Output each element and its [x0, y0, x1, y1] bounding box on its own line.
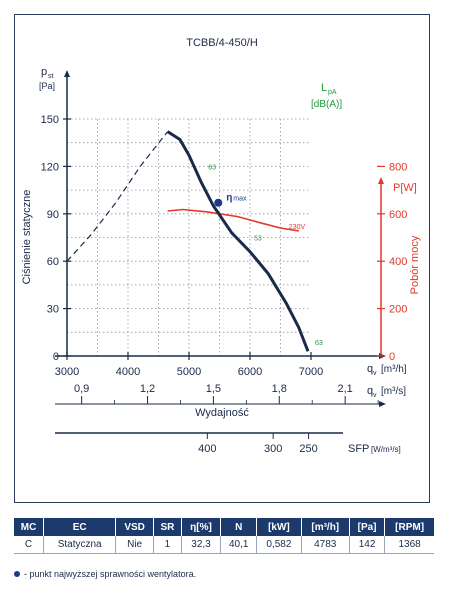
cell-ec: Statyczna: [43, 536, 117, 554]
sfp-label: SFP: [348, 443, 369, 455]
best-point-label-sub: max: [233, 196, 247, 203]
sfp-tick-label: 300: [264, 443, 282, 455]
col-mc: MC: [14, 518, 45, 536]
cell-vsd: Nie: [115, 536, 154, 554]
x-axis-symbol: q: [367, 363, 373, 375]
col-rpm: [RPM]: [384, 518, 434, 536]
x2-axis-unit: [m³/s]: [381, 386, 406, 397]
power-curve-label: 230V: [289, 224, 306, 231]
col-n: N: [220, 518, 258, 536]
sfp-tick-label: 400: [198, 443, 216, 455]
y-tick-label: 0: [53, 351, 59, 363]
x-axis-symbol-sub: v: [373, 370, 377, 377]
cell-eta: 32,3: [181, 536, 222, 554]
y2-tick-label: 200: [389, 304, 407, 316]
cell-rpm: 1368: [384, 536, 434, 554]
x2-axis-symbol: q: [367, 385, 373, 397]
noise-label: 63: [315, 340, 323, 347]
lpa-symbol: L: [321, 82, 327, 94]
x-axis-unit: [m³/h]: [381, 364, 407, 375]
col-kw: [kW]: [256, 518, 302, 536]
y2-axis-side-label: Pobór mocy: [409, 235, 421, 294]
cell-kw: 0,582: [256, 536, 302, 554]
x-tick-label: 4000: [116, 366, 140, 378]
table-row: C Statyczna Nie 1 32,3 40,1 0,582 4783 1…: [14, 536, 434, 554]
lpa-unit: [dB(A)]: [311, 99, 342, 110]
col-flow: [m³/h]: [301, 518, 350, 536]
noise-label: 63: [208, 164, 216, 171]
pressure-curve-dashed: [66, 131, 169, 262]
power-curve: [167, 208, 299, 232]
chart-title: TCBB/4-450/H: [186, 37, 258, 49]
col-ec: EC: [43, 518, 117, 536]
x-tick-label: 3000: [55, 366, 79, 378]
cell-pa: 142: [349, 536, 386, 554]
y2-tick-label: 600: [389, 209, 407, 221]
y-tick-label: 150: [41, 114, 59, 126]
fan-curve-chart: TCBB/4-450/H 0 30 60 90 120 150 p st[Pa] Ciśnieni…: [21, 37, 421, 455]
y2-axis-label: P[W]: [393, 182, 417, 194]
col-vsd: VSD: [115, 518, 154, 536]
y-axis-symbol: p: [41, 66, 47, 78]
sfp-unit: [W/m³/s]: [371, 445, 401, 454]
y2-tick-label: 800: [389, 161, 407, 173]
x2-axis-arrow: [379, 401, 386, 407]
y-axis-unit: [Pa]: [39, 81, 55, 91]
x2-tick-label: 1,8: [272, 383, 287, 395]
footnote-text: - punkt najwyższej sprawności wentylator…: [24, 569, 197, 579]
y-tick-label: 90: [47, 209, 59, 221]
chart-frame: TCBB/4-450/H 0 30 60 90 120 150 p st [Pa] Ciśnieni…: [14, 14, 430, 503]
col-eta: η[%]: [181, 518, 222, 536]
y-axis-arrow: [64, 70, 70, 77]
y-tick-label: 60: [47, 256, 59, 268]
cell-sr: 1: [153, 536, 182, 554]
y-tick-label: 30: [47, 304, 59, 316]
x2-axis-symbol-sub: v: [373, 392, 377, 399]
y2-axis-arrow: [378, 177, 384, 184]
footnote: - punkt najwyższej sprawności wentylator…: [14, 569, 196, 579]
y2-tick-label: 0: [389, 351, 395, 363]
x-tick-label: 7000: [299, 366, 323, 378]
x-tick-label: 5000: [177, 366, 201, 378]
cell-flow: 4783: [301, 536, 350, 554]
x2-tick-label: 0,9: [74, 383, 89, 395]
y-axis-symbol-sub: st: [48, 73, 54, 80]
col-sr: SR: [153, 518, 182, 536]
cell-mc: C: [14, 536, 45, 554]
sfp-tick-label: 250: [299, 443, 317, 455]
x-tick-label: 6000: [238, 366, 262, 378]
x2-axis-caption: Wydajność: [195, 407, 249, 419]
y-axis-side-label: Ciśnienie statyczne: [21, 190, 33, 285]
y2-tick-label: 400: [389, 256, 407, 268]
best-point-legend-dot: [14, 571, 20, 577]
pressure-curve: [166, 130, 310, 352]
noise-label: 53: [254, 236, 262, 243]
x2-tick-label: 2,1: [338, 383, 353, 395]
x2-tick-label: 1,2: [140, 383, 155, 395]
lpa-symbol-sub: pA: [328, 89, 337, 96]
cell-n: 40,1: [220, 536, 258, 554]
col-pa: [Pa]: [349, 518, 386, 536]
x2-tick-label: 1,5: [206, 383, 221, 395]
y-tick-label: 120: [41, 161, 59, 173]
best-efficiency-point: [214, 198, 223, 207]
spec-table: MC EC VSD SR η[%] N [kW] [m³/h] [Pa] [RP…: [14, 518, 434, 554]
best-point-label: η: [226, 193, 232, 204]
spec-table-header-row: MC EC VSD SR η[%] N [kW] [m³/h] [Pa] [RP…: [14, 518, 434, 536]
